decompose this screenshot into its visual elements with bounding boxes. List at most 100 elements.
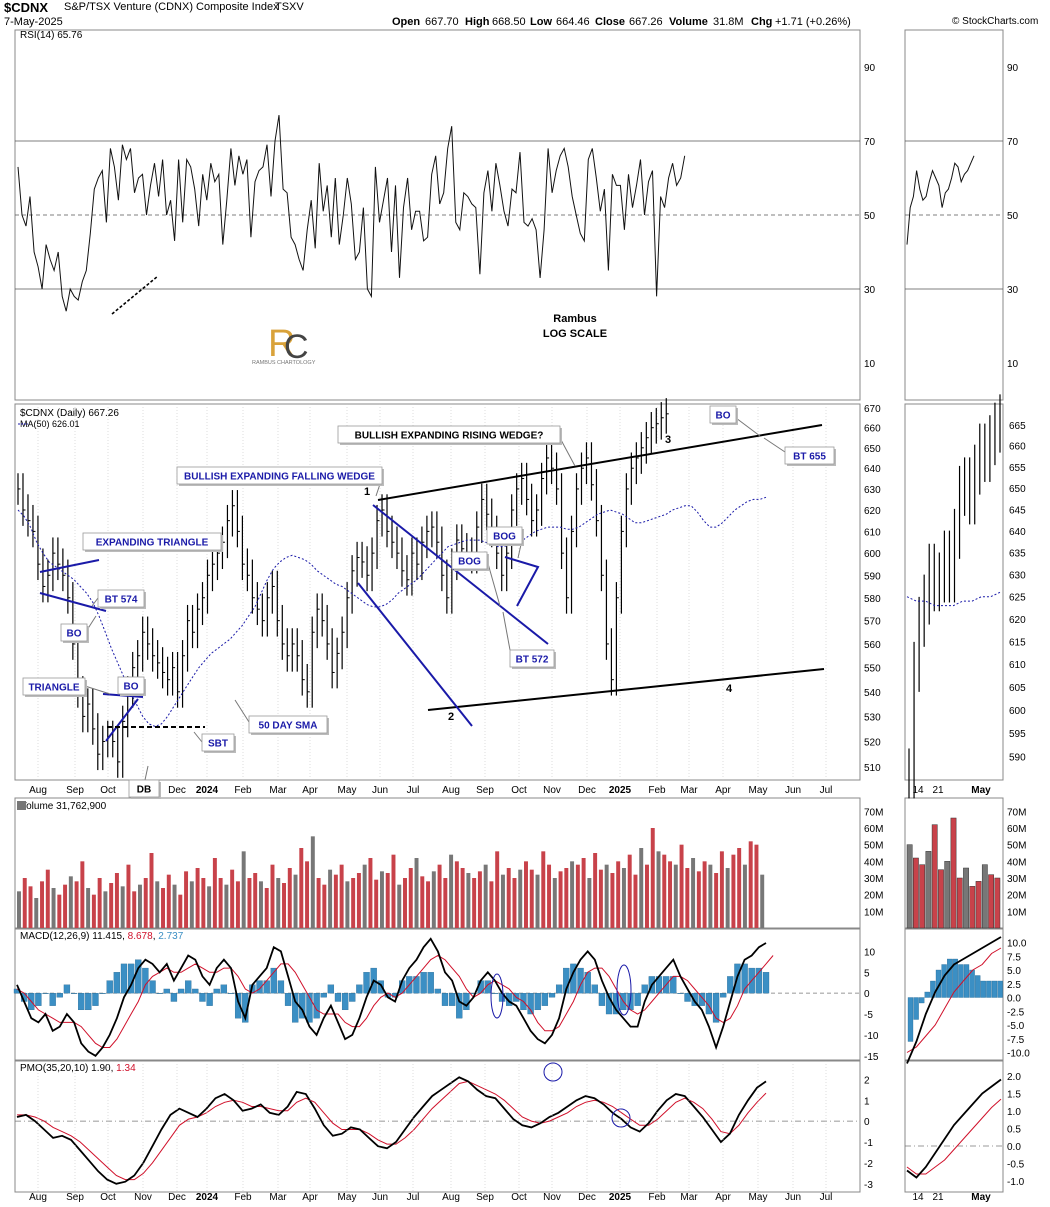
price-y-tick-label: 670: [864, 404, 881, 415]
rsi-zoom-line: [906, 155, 975, 245]
volume-zoom-y-tick-label: 70M: [1007, 807, 1026, 818]
macd-histogram-bar: [149, 980, 156, 994]
volume-bar: [253, 873, 258, 928]
volume-bar: [495, 851, 500, 928]
annotation-db: DB: [128, 765, 161, 799]
volume-zoom-y-tick-label: 20M: [1007, 891, 1026, 902]
macd-histogram-bar: [448, 992, 456, 1006]
price-y-tick-label: 650: [864, 444, 881, 455]
macd-histogram-bar: [698, 992, 705, 1006]
annotation-bog-1-box: [451, 551, 488, 570]
price-y-tick-label: 580: [864, 594, 881, 605]
volume-bar: [189, 881, 194, 928]
macd-histogram-bar: [42, 992, 49, 994]
macd-zoom-histogram-bar: [935, 969, 942, 998]
price-x-tick-label: Jun: [372, 785, 388, 796]
zoom-frame-price: [904, 403, 1004, 781]
volume-y-tick-label: 60M: [864, 824, 883, 835]
pmo-cross-circle: [543, 1062, 563, 1082]
volume-bar: [91, 894, 96, 928]
macd-histogram-bar: [527, 992, 534, 1015]
macd-histogram-bar: [420, 972, 427, 994]
volume-bar: [333, 874, 338, 928]
macd-zoom-y-tick-label: 7.5: [1007, 952, 1021, 963]
macd-y-tick-label: -15: [864, 1052, 879, 1063]
pmo-x-tick-label: Feb: [234, 1192, 252, 1203]
price-zoom-y-tick-label: 600: [1009, 706, 1026, 717]
ma50-line: [17, 496, 767, 727]
pmo-signal-line: [17, 1080, 767, 1181]
macd-histogram-bar: [456, 992, 463, 1019]
pmo-zoom-y-tick-label: -1.0: [1007, 1177, 1025, 1188]
price-zoom-y-tick-label: 650: [1009, 484, 1026, 495]
macd-histogram-bar: [691, 992, 698, 1006]
volume-bar: [621, 868, 626, 928]
volume-bar: [558, 871, 563, 928]
volume-bar: [328, 869, 333, 928]
macd-histogram-bar: [327, 984, 335, 994]
macd-zoom-histogram-bar: [997, 980, 1003, 998]
volume-bar: [673, 864, 678, 928]
pmo-x-tick-label: Jul: [820, 1192, 833, 1203]
price-x-tick-label: Aug: [29, 785, 47, 796]
price-zoom-y-tick-label: 625: [1009, 593, 1026, 604]
watermark-line-2: LOG SCALE: [543, 328, 607, 340]
volume-bar: [218, 878, 223, 928]
macd-histogram-bar: [49, 992, 56, 1006]
pmo-x-tick-label: Mar: [680, 1192, 698, 1203]
annotation-sbt-box: [201, 733, 235, 752]
price-x-tick-label: 2024: [196, 785, 219, 796]
annotation-expanding-triangle-box: [82, 532, 222, 551]
volume-bar: [235, 881, 240, 928]
pmo-x-tick-label: Oct: [100, 1192, 116, 1203]
triangle-lower-line: [105, 698, 139, 742]
macd-zoom-histogram-bar: [947, 958, 953, 998]
volume-bars: [17, 828, 765, 928]
volume-bar: [541, 851, 546, 928]
volume-label: Volume: [669, 16, 708, 28]
macd-histogram-bar: [170, 992, 178, 1002]
annotation-bt-572-box: [509, 649, 555, 668]
pmo-zoom-x-tick-label: 21: [932, 1192, 944, 1203]
volume-bar: [103, 891, 108, 928]
volume-bar: [426, 881, 431, 928]
annotation-rising-wedge-box: [337, 425, 561, 444]
pmo-zoom-y-tick-label: 1.5: [1007, 1090, 1021, 1101]
volume-bar: [120, 886, 125, 928]
macd-histogram-bar: [320, 992, 327, 998]
volume-bar: [454, 861, 459, 928]
volume-bar: [420, 876, 425, 928]
volume-bar: [754, 844, 759, 928]
volume-bar: [178, 894, 183, 928]
volume-zoom-bar: [913, 857, 919, 929]
macd-title-main: MACD(12,26,9) 11.415,: [20, 931, 128, 942]
macd-zoom-histogram-bar: [907, 997, 914, 1042]
volume-value: 31.8M: [713, 16, 744, 28]
annotation-bo-3: BO: [709, 405, 761, 437]
macd-histogram-bar: [641, 984, 648, 994]
wedge-point-4: 4: [726, 683, 733, 695]
symbol: $CDNX: [4, 0, 49, 15]
volume-bar: [356, 873, 361, 928]
annotation-rising-wedge: BULLISH EXPANDING RISING WEDGE?: [337, 425, 576, 467]
annotation-sbt-pointer: [193, 731, 203, 743]
volume-bar: [247, 878, 252, 928]
macd-histogram-bar: [99, 992, 106, 994]
volume-y-tick-label: 30M: [864, 874, 883, 885]
macd-histogram-bar: [720, 992, 727, 998]
volume-bar: [656, 851, 661, 928]
volume-bar: [132, 891, 137, 928]
volume-bar: [161, 888, 165, 928]
macd-histogram-bar: [177, 988, 185, 994]
volume-bar: [460, 868, 465, 928]
open-label: Open: [392, 16, 421, 28]
macd-histogram-bar: [78, 992, 85, 1011]
macd-y-tick-label: -10: [864, 1031, 879, 1042]
volume-bar: [299, 848, 304, 928]
macd-zoom-line: [906, 936, 1002, 1064]
pmo-x-tick-label: Jul: [407, 1192, 420, 1203]
annotation-bt-574-box: [97, 589, 145, 608]
macd-signal-line: [16, 954, 774, 1048]
rsi-line: [17, 115, 686, 312]
